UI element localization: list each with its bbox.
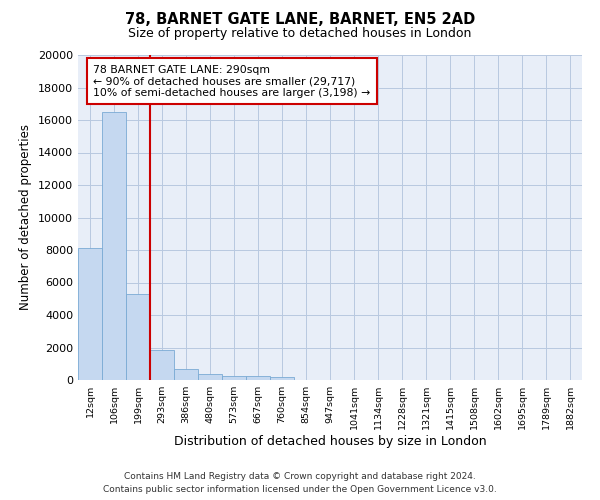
Bar — [102, 112, 126, 380]
Text: Size of property relative to detached houses in London: Size of property relative to detached ho… — [128, 28, 472, 40]
Bar — [270, 377, 294, 380]
Bar — [126, 294, 150, 380]
Bar — [174, 368, 198, 380]
Bar — [246, 376, 270, 380]
Bar — [150, 350, 174, 380]
Text: 78, BARNET GATE LANE, BARNET, EN5 2AD: 78, BARNET GATE LANE, BARNET, EN5 2AD — [125, 12, 475, 28]
Y-axis label: Number of detached properties: Number of detached properties — [19, 124, 32, 310]
Text: 78 BARNET GATE LANE: 290sqm
← 90% of detached houses are smaller (29,717)
10% of: 78 BARNET GATE LANE: 290sqm ← 90% of det… — [93, 64, 370, 98]
Bar — [198, 374, 222, 380]
Bar — [78, 248, 102, 380]
X-axis label: Distribution of detached houses by size in London: Distribution of detached houses by size … — [173, 435, 487, 448]
Bar — [222, 376, 246, 380]
Text: Contains HM Land Registry data © Crown copyright and database right 2024.
Contai: Contains HM Land Registry data © Crown c… — [103, 472, 497, 494]
